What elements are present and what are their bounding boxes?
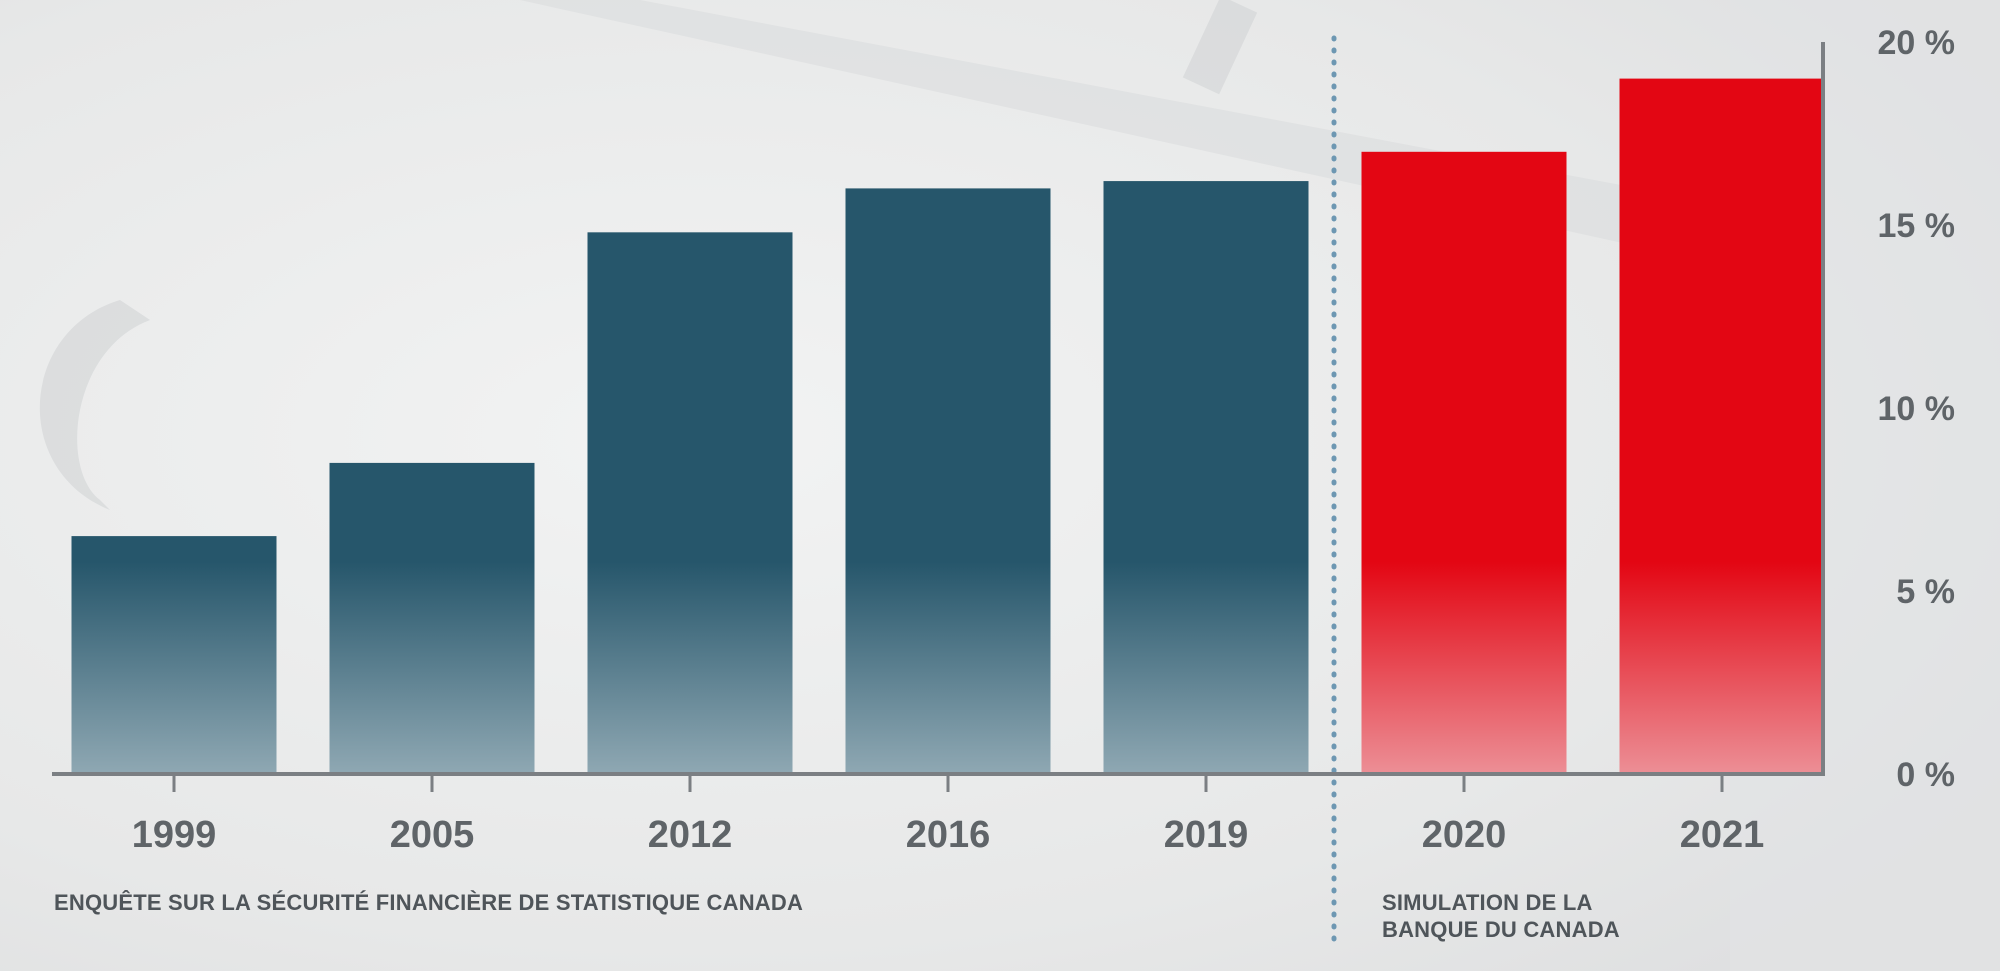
- simulation-source-note: SIMULATION DE LA BANQUE DU CANADA: [1382, 889, 1620, 943]
- bar-1999: [71, 536, 277, 774]
- x-tick-label-2021: 2021: [1680, 814, 1765, 856]
- x-tick-label-2020: 2020: [1422, 814, 1507, 856]
- x-ticks: [172, 774, 1724, 792]
- bar-2020: [1361, 151, 1567, 775]
- bar-2021: [1619, 78, 1825, 775]
- y-tick-label-5: 5 %: [1896, 573, 1955, 611]
- simulation-source-line2: BANQUE DU CANADA: [1382, 917, 1620, 942]
- bar-2005: [329, 462, 535, 774]
- y-tick-label-15: 15 %: [1878, 207, 1956, 245]
- x-tick-label-2005: 2005: [390, 814, 475, 856]
- y-tick-label-0: 0 %: [1896, 756, 1955, 794]
- survey-source-text: ENQUÊTE SUR LA SÉCURITÉ FINANCIÈRE DE ST…: [54, 890, 804, 915]
- y-tick-label-20: 20 %: [1878, 24, 1956, 62]
- y-tick-label-10: 10 %: [1878, 390, 1956, 428]
- x-tick-label-2016: 2016: [906, 814, 991, 856]
- x-tick-label-2012: 2012: [648, 814, 733, 856]
- x-tick-label-2019: 2019: [1164, 814, 1249, 856]
- survey-source-note: ENQUÊTE SUR LA SÉCURITÉ FINANCIÈRE DE ST…: [54, 889, 803, 916]
- y-tick-labels: 0 % 5 % 10 % 15 % 20 %: [1878, 24, 1956, 794]
- bars: [71, 78, 1825, 775]
- bar-2019: [1103, 181, 1309, 774]
- x-tick-labels: 1999 2005 2012 2016 2019 2020 2021: [132, 814, 1765, 856]
- simulation-source-line1: SIMULATION DE LA: [1382, 890, 1593, 915]
- bar-2016: [845, 188, 1051, 774]
- x-tick-label-1999: 1999: [132, 814, 217, 856]
- bar-2012: [587, 232, 793, 774]
